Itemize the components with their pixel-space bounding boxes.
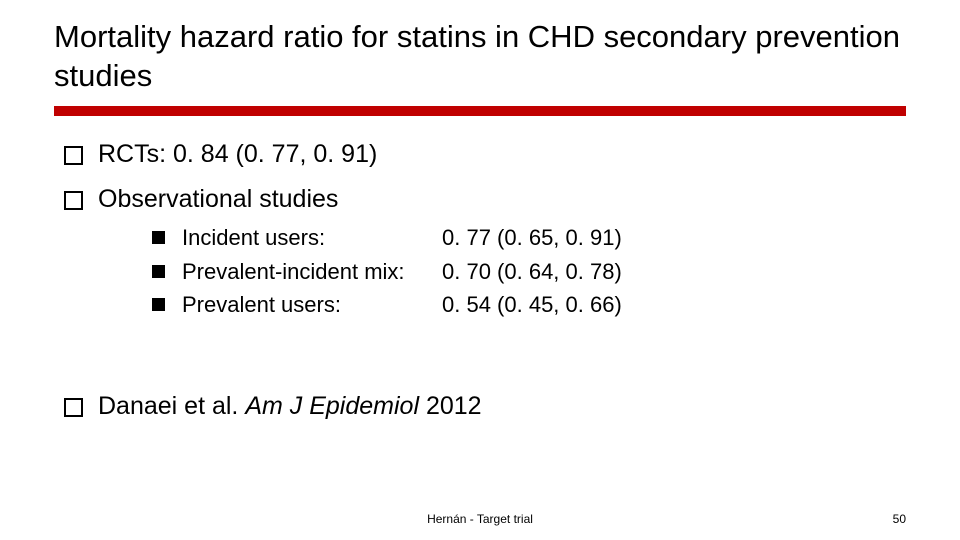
- bullet-observational: Observational studies Incident users: 0.…: [62, 183, 906, 320]
- sub-label: Incident users:: [182, 223, 442, 253]
- slide-title: Mortality hazard ratio for statins in CH…: [54, 18, 906, 96]
- citation-prefix: Danaei et al.: [98, 392, 245, 420]
- title-underline-rule: [54, 106, 906, 116]
- bullet-list-level-1: RCTs: 0. 84 (0. 77, 0. 91) Observational…: [54, 138, 906, 321]
- sub-bullet-incident: Incident users: 0. 77 (0. 65, 0. 91): [152, 223, 906, 253]
- spacer: [54, 332, 906, 390]
- citation-journal: Am J Epidemiol: [245, 392, 419, 420]
- slide: Mortality hazard ratio for statins in CH…: [0, 0, 960, 540]
- sub-bullet-prevalent-incident-mix: Prevalent-incident mix: 0. 70 (0. 64, 0.…: [152, 257, 906, 287]
- bullet-rcts: RCTs: 0. 84 (0. 77, 0. 91): [62, 138, 906, 172]
- sub-bullet-prevalent: Prevalent users: 0. 54 (0. 45, 0. 66): [152, 290, 906, 320]
- bullet-citation: Danaei et al. Am J Epidemiol 2012: [62, 390, 906, 424]
- page-number: 50: [893, 512, 906, 526]
- sub-label: Prevalent-incident mix:: [182, 257, 442, 287]
- bullet-observational-label: Observational studies: [98, 185, 338, 213]
- sub-value: 0. 70 (0. 64, 0. 78): [442, 257, 906, 287]
- sub-value: 0. 54 (0. 45, 0. 66): [442, 290, 906, 320]
- sub-value: 0. 77 (0. 65, 0. 91): [442, 223, 906, 253]
- footer-text: Hernán - Target trial: [0, 512, 960, 526]
- sub-label: Prevalent users:: [182, 290, 442, 320]
- bullet-list-citation: Danaei et al. Am J Epidemiol 2012: [54, 390, 906, 424]
- citation-suffix: 2012: [419, 392, 482, 420]
- bullet-list-level-2: Incident users: 0. 77 (0. 65, 0. 91) Pre…: [98, 223, 906, 320]
